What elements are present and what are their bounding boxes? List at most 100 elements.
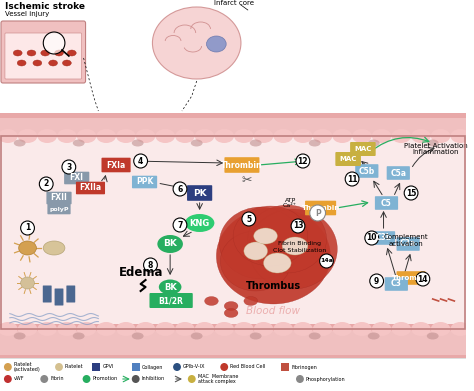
Ellipse shape	[132, 332, 144, 339]
Text: Ischemic stroke: Ischemic stroke	[5, 2, 85, 11]
Circle shape	[370, 274, 383, 288]
Text: Platelet
(activated): Platelet (activated)	[14, 362, 40, 372]
Ellipse shape	[205, 296, 219, 305]
Text: GPIb-V-IX: GPIb-V-IX	[183, 364, 205, 369]
Text: vWF: vWF	[14, 377, 24, 382]
FancyBboxPatch shape	[55, 289, 64, 305]
Bar	[0, 136, 466, 329]
Text: FXIa: FXIa	[107, 160, 126, 170]
Ellipse shape	[159, 280, 182, 294]
Ellipse shape	[273, 322, 293, 336]
Ellipse shape	[57, 129, 77, 143]
FancyBboxPatch shape	[76, 182, 105, 194]
Ellipse shape	[309, 332, 320, 339]
FancyBboxPatch shape	[397, 271, 426, 285]
Ellipse shape	[195, 129, 214, 143]
Bar	[281, 363, 289, 371]
Text: FXI: FXI	[70, 174, 84, 183]
FancyBboxPatch shape	[375, 196, 398, 210]
Text: 14: 14	[418, 274, 428, 283]
Ellipse shape	[67, 50, 76, 56]
FancyBboxPatch shape	[46, 192, 72, 204]
Text: BK: BK	[164, 283, 176, 292]
Bar	[0, 324, 466, 361]
Ellipse shape	[157, 235, 183, 253]
Circle shape	[345, 172, 359, 186]
Ellipse shape	[13, 50, 22, 56]
Ellipse shape	[450, 129, 470, 143]
Ellipse shape	[136, 129, 155, 143]
FancyBboxPatch shape	[372, 231, 395, 245]
Text: ✂: ✂	[242, 174, 252, 188]
Circle shape	[404, 186, 418, 200]
Ellipse shape	[49, 60, 57, 66]
Ellipse shape	[73, 140, 84, 147]
Ellipse shape	[207, 36, 226, 52]
Text: Phosphorylation: Phosphorylation	[306, 377, 346, 382]
Ellipse shape	[116, 322, 136, 336]
Text: 11: 11	[347, 174, 357, 183]
FancyBboxPatch shape	[397, 237, 420, 251]
Ellipse shape	[191, 140, 202, 147]
Ellipse shape	[18, 322, 37, 336]
Circle shape	[188, 375, 196, 383]
FancyBboxPatch shape	[101, 158, 131, 172]
Ellipse shape	[153, 7, 241, 79]
Circle shape	[4, 375, 12, 383]
Circle shape	[55, 363, 63, 371]
Text: PPK: PPK	[136, 178, 153, 187]
Ellipse shape	[372, 129, 392, 143]
Ellipse shape	[282, 237, 308, 255]
Ellipse shape	[254, 228, 277, 244]
Text: Blood flow: Blood flow	[246, 306, 301, 316]
Ellipse shape	[17, 60, 26, 66]
Text: Infarct core: Infarct core	[214, 0, 255, 6]
Ellipse shape	[244, 296, 258, 305]
Circle shape	[173, 182, 187, 196]
FancyBboxPatch shape	[385, 277, 408, 291]
Text: Fibrinogen: Fibrinogen	[291, 364, 317, 369]
Ellipse shape	[264, 253, 291, 273]
Text: 6: 6	[177, 185, 182, 194]
Ellipse shape	[0, 129, 18, 143]
Ellipse shape	[224, 301, 238, 310]
Ellipse shape	[450, 322, 470, 336]
Ellipse shape	[332, 322, 352, 336]
Text: MAC: MAC	[339, 156, 357, 162]
Ellipse shape	[273, 129, 293, 143]
Ellipse shape	[63, 60, 71, 66]
Ellipse shape	[219, 207, 302, 279]
Text: Fibrin Binding: Fibrin Binding	[278, 240, 321, 246]
Text: MAC  Membrane
attack complex: MAC Membrane attack complex	[198, 373, 238, 384]
Text: Red Blood Cell: Red Blood Cell	[230, 364, 265, 369]
Ellipse shape	[250, 332, 262, 339]
Text: C3: C3	[391, 280, 402, 289]
Ellipse shape	[392, 129, 411, 143]
Ellipse shape	[73, 332, 84, 339]
Ellipse shape	[96, 129, 116, 143]
Text: 7: 7	[177, 221, 182, 230]
FancyBboxPatch shape	[350, 142, 376, 156]
FancyBboxPatch shape	[64, 172, 89, 184]
Circle shape	[291, 219, 305, 233]
Ellipse shape	[0, 322, 18, 336]
Text: FXII: FXII	[51, 194, 67, 203]
Text: C5a: C5a	[390, 169, 406, 178]
Ellipse shape	[214, 129, 234, 143]
FancyBboxPatch shape	[305, 201, 336, 215]
Ellipse shape	[249, 209, 337, 289]
Text: FXIIa: FXIIa	[80, 183, 101, 192]
Bar	[0, 358, 466, 391]
Text: 5: 5	[246, 215, 251, 224]
Circle shape	[43, 32, 65, 54]
Text: PK: PK	[193, 188, 207, 197]
Ellipse shape	[427, 140, 438, 147]
Text: Collagen: Collagen	[142, 364, 163, 369]
Ellipse shape	[155, 322, 175, 336]
Ellipse shape	[175, 322, 195, 336]
FancyBboxPatch shape	[149, 293, 193, 308]
FancyBboxPatch shape	[47, 204, 71, 214]
Text: 15: 15	[406, 188, 416, 197]
Bar	[132, 363, 140, 371]
Ellipse shape	[33, 60, 42, 66]
